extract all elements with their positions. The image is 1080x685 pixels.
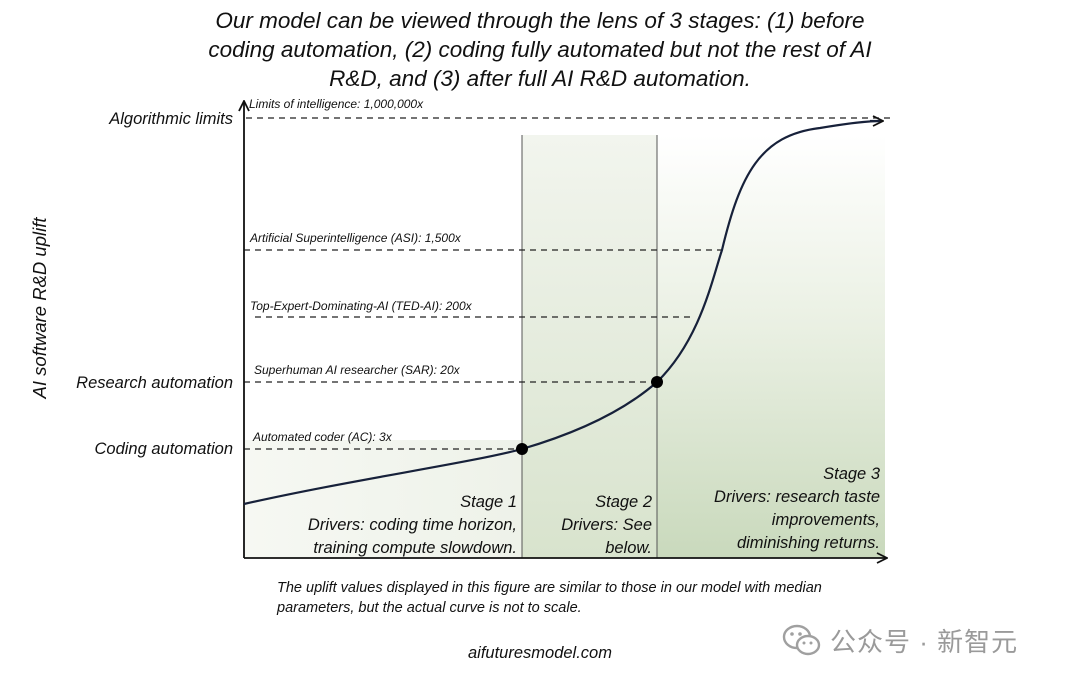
stage1-text: Stage 1 Drivers: coding time horizon, tr… bbox=[308, 491, 517, 560]
wechat-icon bbox=[782, 624, 821, 655]
y-axis-label: AI software R&D uplift bbox=[29, 217, 50, 400]
asi-label: Artificial Superintelligence (ASI): 1,50… bbox=[249, 231, 462, 245]
watermark: 公众号 · 新智元 bbox=[782, 622, 1018, 659]
source-url: aifuturesmodel.com bbox=[468, 644, 612, 662]
footnote-line: The uplift values displayed in this figu… bbox=[277, 580, 822, 596]
stage1-driver-line: Drivers: coding time horizon, bbox=[307, 516, 517, 534]
title-line: coding automation, (2) coding fully auto… bbox=[208, 37, 872, 62]
title-line: R&D, and (3) after full AI R&D automatio… bbox=[329, 66, 751, 91]
stage2-text: Stage 2 Drivers: See below. bbox=[561, 491, 652, 560]
stage3-heading: Stage 3 bbox=[823, 465, 880, 483]
stage3-driver-line: improvements, bbox=[771, 511, 880, 529]
stage3-region bbox=[657, 135, 885, 558]
sar-label: Superhuman AI researcher (SAR): 20x bbox=[254, 363, 461, 377]
footnote: The uplift values displayed in this figu… bbox=[277, 578, 877, 618]
stage2-region bbox=[522, 135, 657, 558]
watermark-text: 公众号 · 新智元 bbox=[830, 627, 1019, 657]
stage2-driver-line: Drivers: See bbox=[561, 516, 652, 534]
coding-automation-point bbox=[516, 443, 528, 455]
stage2-driver-line: below. bbox=[605, 539, 652, 557]
ted-ai-label: Top-Expert-Dominating-AI (TED-AI): 200x bbox=[250, 299, 473, 313]
title-line: Our model can be viewed through the lens… bbox=[215, 8, 865, 33]
stage3-text: Stage 3 Drivers: research taste improvem… bbox=[714, 463, 880, 555]
footnote-line: parameters, but the actual curve is not … bbox=[277, 600, 582, 616]
stage1-driver-line: training compute slowdown. bbox=[313, 539, 517, 557]
uplift-curve bbox=[243, 119, 881, 506]
ac-label: Automated coder (AC): 3x bbox=[252, 430, 393, 444]
diagram-title: Our model can be viewed through the lens… bbox=[200, 6, 880, 93]
research-automation-point bbox=[651, 376, 663, 388]
algorithmic-limits-label: Algorithmic limits bbox=[108, 110, 233, 128]
stage3-driver-line: diminishing returns. bbox=[736, 534, 880, 552]
stage2-heading: Stage 2 bbox=[595, 493, 652, 511]
stage3-driver-line: Drivers: research taste bbox=[714, 488, 880, 506]
stage1-heading: Stage 1 bbox=[460, 493, 517, 511]
limits-label: Limits of intelligence: 1,000,000x bbox=[249, 97, 424, 111]
coding-automation-label: Coding automation bbox=[94, 440, 233, 458]
research-automation-label: Research automation bbox=[76, 374, 233, 392]
